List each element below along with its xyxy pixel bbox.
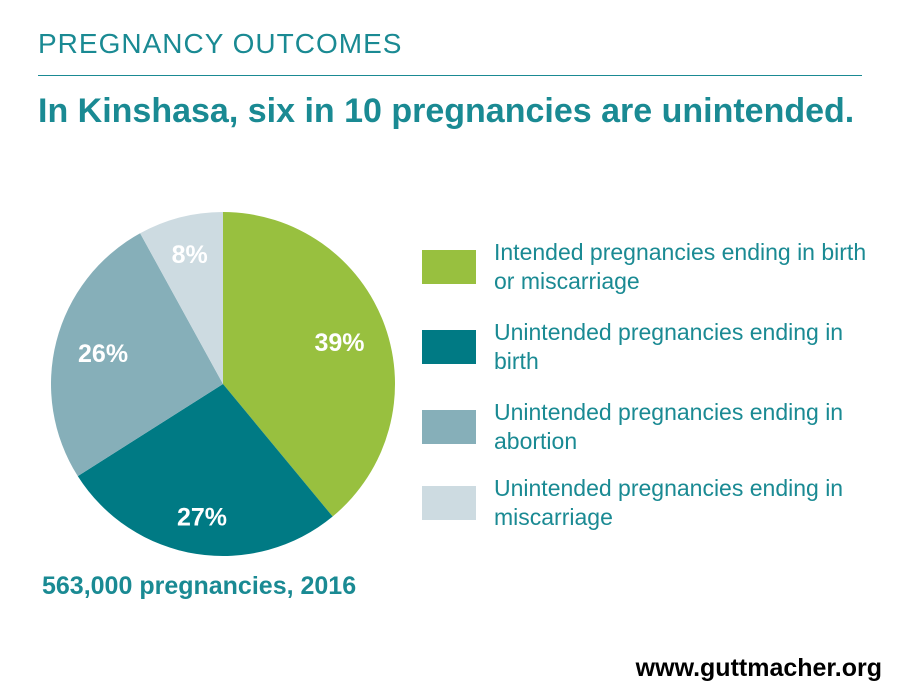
header-divider (38, 75, 862, 76)
source-url: www.guttmacher.org (635, 654, 882, 682)
legend-label: Unintended pregnancies ending in abortio… (494, 399, 844, 454)
pie-slice-unintended-birth (77, 384, 333, 556)
legend-swatch (422, 410, 476, 444)
legend-item-intended-birth-miscarriage: Intended pregnancies ending in birth or … (422, 238, 874, 296)
legend-swatch (422, 486, 476, 520)
chart-footnote: 563,000 pregnancies, 2016 (42, 572, 357, 600)
slice-label-intended: 39% (314, 329, 364, 357)
slice-label-unintended-birth: 27% (177, 504, 227, 532)
legend-swatch (422, 250, 476, 284)
legend-label: Intended pregnancies ending in birth or … (494, 239, 867, 294)
pie-slice-unintended-miscarriage (140, 212, 223, 384)
legend-label: Unintended pregnancies ending in birth (494, 319, 844, 374)
pie-slice-unintended-abortion (51, 233, 223, 477)
chart-headline: In Kinshasa, six in 10 pregnancies are u… (38, 92, 855, 130)
pie-slice-intended (223, 212, 395, 517)
legend-swatch (422, 330, 476, 364)
legend-item-unintended-birth: Unintended pregnancies ending in birth (422, 318, 874, 376)
slice-label-unintended-abortion: 26% (78, 340, 128, 368)
legend-label: Unintended pregnancies ending in miscarr… (494, 475, 844, 530)
legend-item-unintended-abortion: Unintended pregnancies ending in abortio… (422, 398, 874, 456)
chart-kicker: PREGNANCY OUTCOMES (38, 28, 403, 59)
legend-item-unintended-miscarriage: Unintended pregnancies ending in miscarr… (422, 474, 874, 532)
slice-label-unintended-miscarriage: 8% (172, 241, 208, 269)
